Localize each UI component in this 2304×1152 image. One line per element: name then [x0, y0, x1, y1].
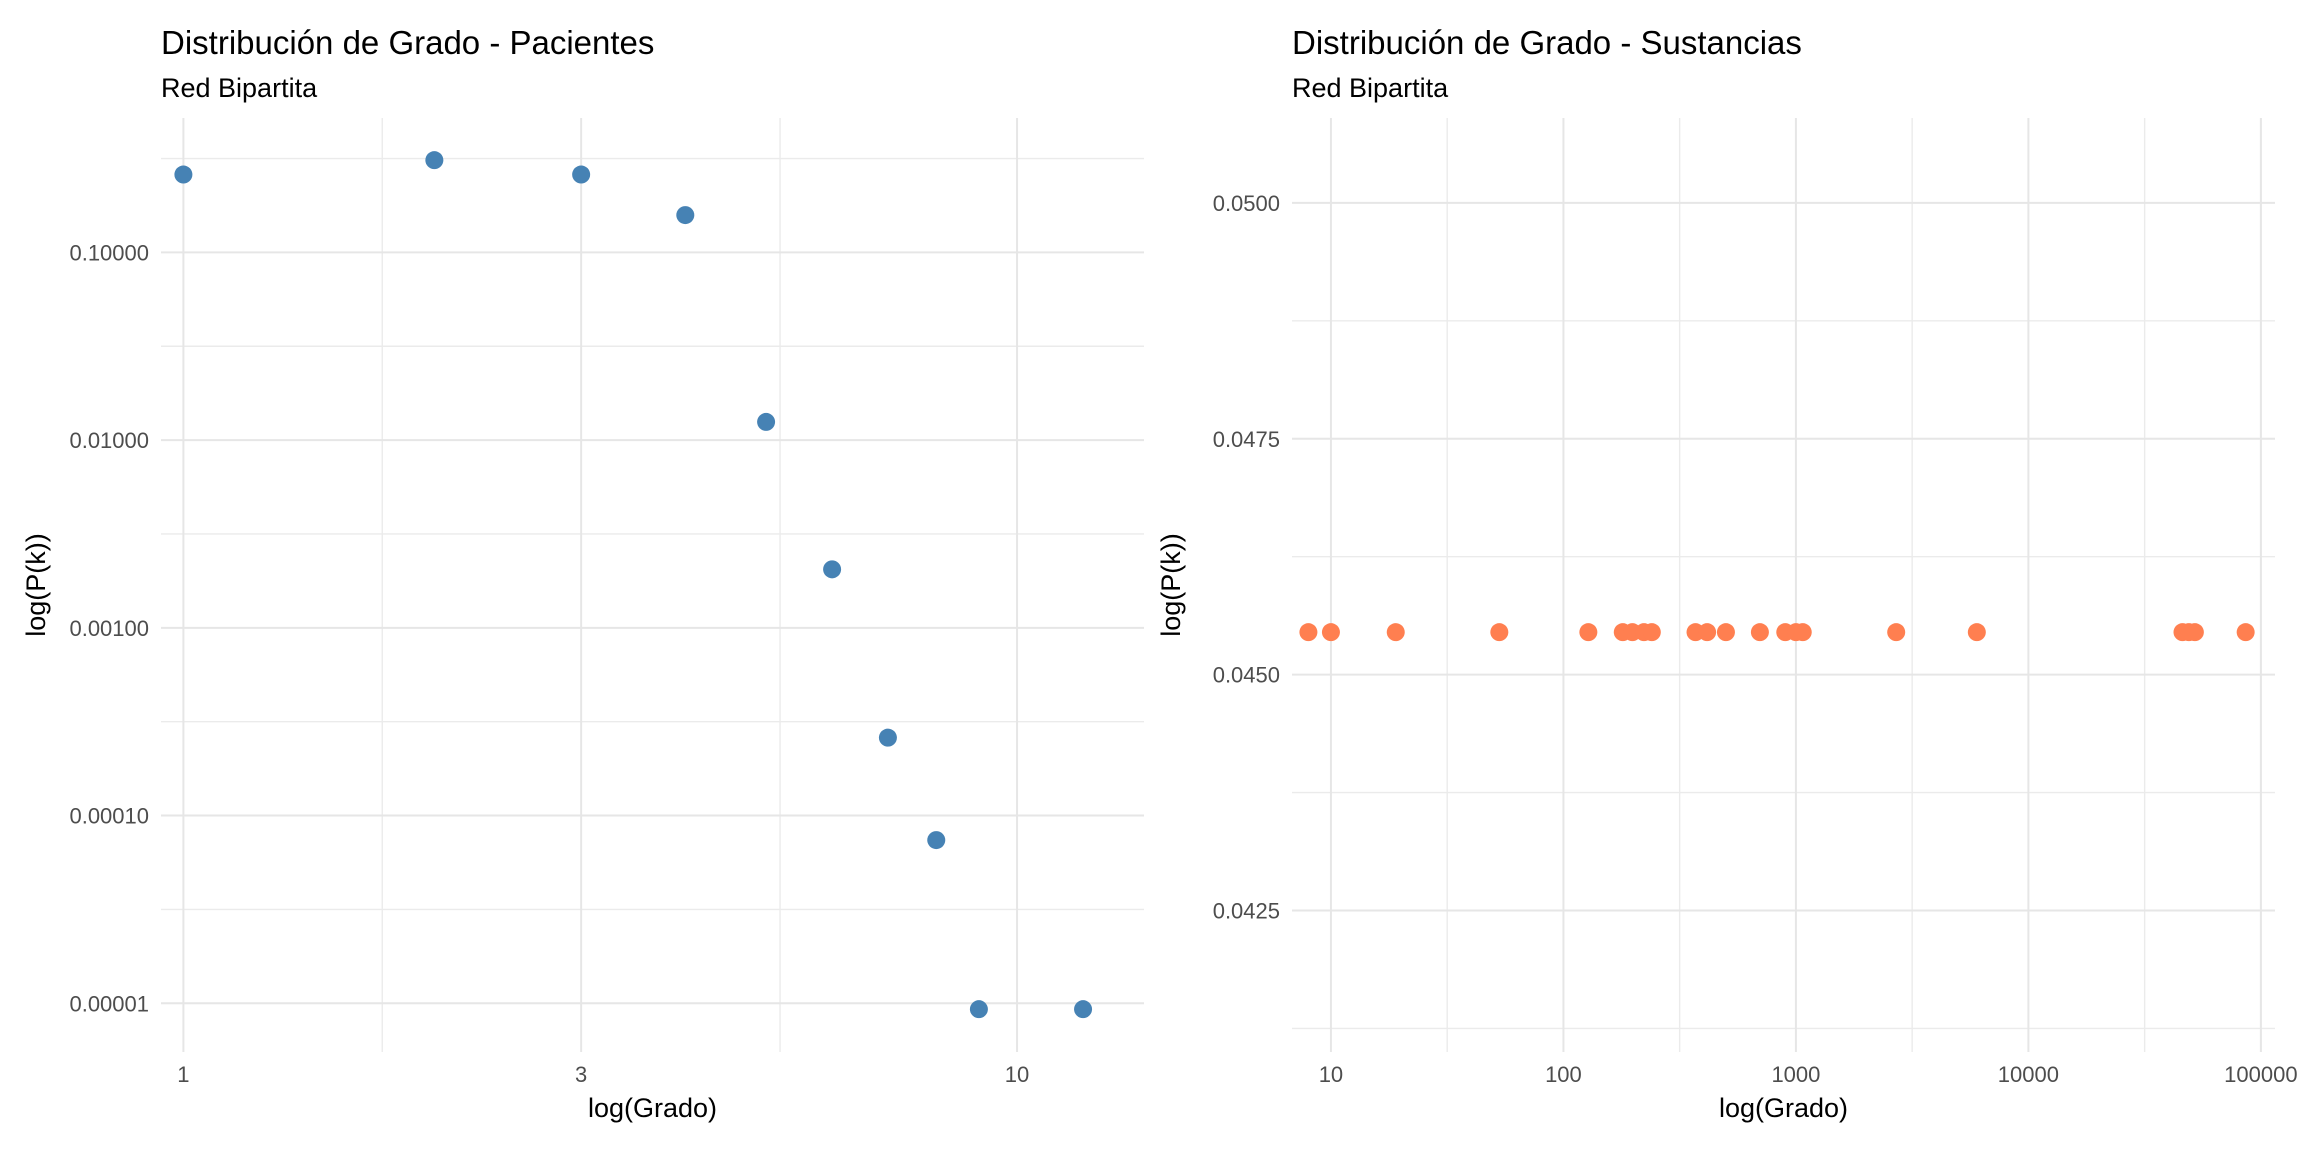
data-point [1386, 623, 1405, 642]
chart-title: Distribución de Grado - Pacientes [161, 24, 655, 61]
y-tick-label: 0.00010 [69, 804, 149, 829]
y-tick-label: 0.10000 [69, 240, 149, 265]
data-point [1716, 623, 1735, 642]
data-point [1299, 623, 1318, 642]
x-tick-label: 10000 [1998, 1062, 2059, 1087]
y-tick-label: 0.0425 [1213, 898, 1280, 923]
x-tick-label: 1 [177, 1062, 189, 1087]
x-axis-title: log(Grado) [1719, 1093, 1848, 1123]
y-tick-label: 0.0475 [1213, 427, 1280, 452]
chart-title: Distribución de Grado - Sustancias [1292, 24, 1802, 61]
data-point [1642, 623, 1661, 642]
data-point [1698, 623, 1717, 642]
x-tick-label: 10 [1005, 1062, 1029, 1087]
y-tick-label: 0.01000 [69, 428, 149, 453]
data-point [823, 560, 842, 579]
data-point [1750, 623, 1769, 642]
y-tick-label: 0.0500 [1213, 191, 1280, 216]
data-point [1074, 1000, 1093, 1019]
data-point [2236, 623, 2255, 642]
y-axis-title: log(P(k)) [21, 533, 51, 637]
data-point [757, 412, 776, 431]
data-point [425, 151, 444, 170]
data-point [572, 165, 591, 184]
chart-pacientes: Distribución de Grado - Pacientes Red Bi… [21, 24, 1144, 1123]
x-tick-label: 3 [575, 1062, 587, 1087]
data-point [1490, 623, 1509, 642]
data-point [174, 165, 193, 184]
data-point [1321, 623, 1340, 642]
data-point [1887, 623, 1906, 642]
data-point [878, 728, 897, 747]
grid [1292, 118, 2275, 1052]
data-point [2185, 623, 2204, 642]
x-tick-label: 10 [1319, 1062, 1343, 1087]
chart-sustancias: Distribución de Grado - Sustancias Red B… [1152, 0, 2304, 1152]
x-tick-label: 100000 [2224, 1062, 2297, 1087]
x-tick-label: 100 [1545, 1062, 1582, 1087]
y-tick-label: 0.00100 [69, 616, 149, 641]
y-axis-title: log(P(k)) [1156, 533, 1186, 637]
grid [161, 118, 1144, 1052]
x-tick-label: 1000 [1771, 1062, 1820, 1087]
data-point [1967, 623, 1986, 642]
chart-subtitle: Red Bipartita [1292, 73, 1449, 103]
x-axis-title: log(Grado) [588, 1093, 717, 1123]
scatter-plot-pacientes: 1 3 10 0.00001 0.00010 0.00100 0.01000 0.10000 l… [21, 118, 1144, 1123]
data-point [927, 831, 946, 850]
data-point [676, 206, 695, 225]
data-point [1579, 623, 1598, 642]
data-point [1793, 623, 1812, 642]
y-tick-label: 0.0450 [1213, 663, 1280, 688]
chart-subtitle: Red Bipartita [161, 73, 318, 103]
data-point [969, 1000, 988, 1019]
y-tick-label: 0.00001 [69, 991, 149, 1016]
scatter-plot-sustancias: 10 100 1000 10000 100000 0.0425 0.0450 0.0475 0.… [1156, 118, 2298, 1123]
